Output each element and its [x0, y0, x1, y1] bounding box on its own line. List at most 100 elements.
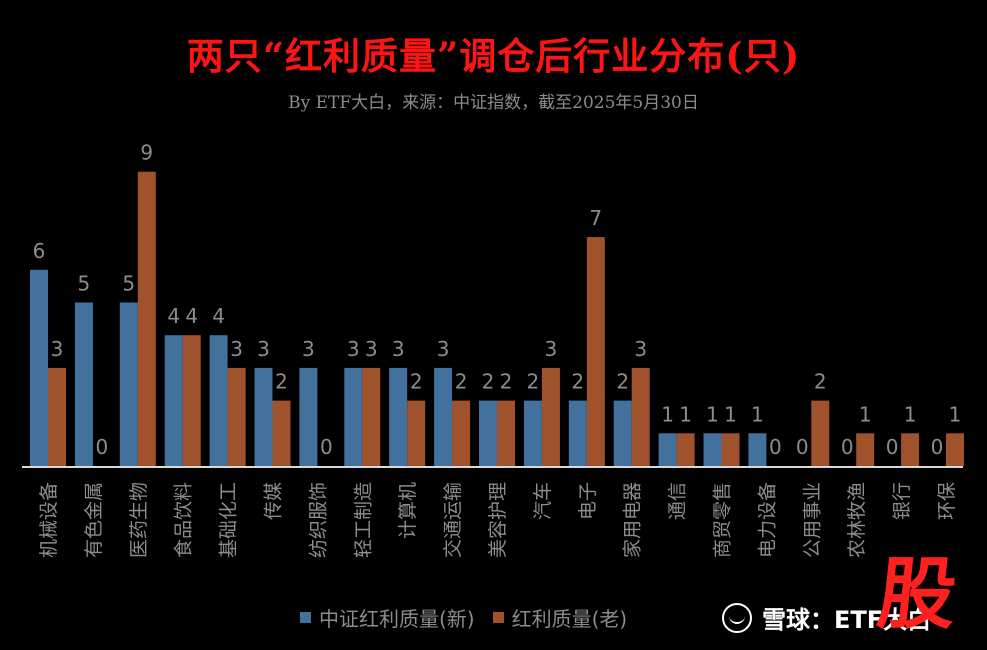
data-label-new-6: 3 [302, 337, 315, 361]
bar-old-12 [586, 237, 605, 466]
bar-old-0 [48, 367, 66, 466]
x-tick-label-1: 有色金属 [83, 482, 105, 558]
x-tick-label-14: 通信 [667, 482, 689, 520]
data-label-new-20: 0 [931, 435, 944, 459]
bar-old-9 [452, 400, 471, 466]
x-tick-label-7: 轻工制造 [352, 482, 374, 558]
x-tick-label-6: 纺织服饰 [307, 482, 329, 558]
data-label-old-11: 3 [545, 337, 558, 361]
x-tick-label-15: 商贸零售 [712, 482, 734, 558]
data-label-old-17: 2 [814, 370, 827, 394]
data-label-old-14: 1 [679, 402, 692, 426]
data-label-old-7: 3 [365, 337, 378, 361]
xueqiu-watermark: 雪球 ： ETF大白 [722, 600, 931, 635]
x-tick-label-17: 公用事业 [801, 482, 823, 558]
data-label-new-1: 5 [78, 272, 91, 296]
x-tick-label-4: 基础化工 [218, 482, 240, 558]
bar-old-4 [227, 367, 246, 466]
bar-old-10 [497, 400, 515, 466]
legend: 中证红利质量(新) 红利质量(老) [300, 603, 645, 632]
data-label-old-12: 7 [589, 206, 602, 230]
bar-new-5 [254, 367, 273, 466]
data-label-new-14: 1 [661, 402, 674, 426]
x-tick-label-9: 交通运输 [442, 482, 464, 558]
bar-old-15 [721, 433, 740, 466]
bar-new-14 [658, 433, 677, 466]
bar-new-12 [568, 400, 587, 466]
data-label-old-1: 0 [96, 435, 109, 459]
legend-label-old: 红利质量(老) [511, 607, 628, 631]
bar-new-7 [344, 367, 363, 466]
data-label-new-10: 2 [482, 370, 495, 394]
data-label-new-17: 0 [796, 435, 809, 459]
bar-old-8 [407, 400, 426, 466]
x-tick-label-16: 电力设备 [756, 482, 778, 558]
x-tick-label-5: 传媒 [263, 482, 285, 520]
x-tick-label-3: 食品饮料 [173, 482, 195, 558]
chart-title: 两只“红利质量”调仓后行业分布(只) [186, 34, 801, 78]
x-tick-label-12: 电子 [577, 482, 599, 520]
data-label-old-16: 0 [769, 435, 782, 459]
bar-old-19 [901, 433, 920, 466]
bar-new-0 [30, 269, 48, 466]
x-tick-label-20: 环保 [936, 482, 958, 520]
data-label-new-8: 3 [392, 337, 405, 361]
data-label-old-19: 1 [904, 402, 917, 426]
data-label-new-2: 5 [122, 272, 135, 296]
bar-old-7 [362, 367, 381, 466]
x-tick-label-18: 农林牧渔 [846, 482, 868, 558]
data-label-new-18: 0 [841, 435, 854, 459]
bar-old-2 [137, 171, 156, 466]
x-tick-label-19: 银行 [891, 482, 913, 520]
x-tick-label-8: 计算机 [397, 482, 419, 539]
bar-new-2 [119, 302, 138, 466]
data-label-old-15: 1 [724, 402, 737, 426]
data-label-old-20: 1 [949, 402, 962, 426]
legend-swatch-old [492, 612, 504, 623]
data-label-new-9: 3 [437, 337, 450, 361]
data-label-new-4: 4 [212, 304, 225, 328]
x-tick-label-0: 机械设备 [38, 482, 60, 558]
watermark-author: ETF大白 [834, 606, 932, 634]
legend-item-new: 中证红利质量(新) [300, 603, 475, 632]
bar-old-20 [946, 433, 964, 466]
bar-new-15 [703, 433, 722, 466]
bar-new-6 [299, 367, 318, 466]
bar-old-5 [272, 400, 291, 466]
data-label-old-0: 3 [51, 337, 64, 361]
data-label-old-2: 9 [140, 141, 153, 165]
data-label-new-15: 1 [706, 402, 719, 426]
bar-new-3 [164, 335, 183, 466]
data-label-old-5: 2 [275, 370, 288, 394]
bar-new-11 [523, 400, 542, 466]
x-tick-label-2: 医药生物 [128, 482, 150, 558]
bar-old-14 [676, 433, 695, 466]
bar-new-8 [389, 367, 408, 466]
bar-new-4 [209, 335, 228, 466]
data-label-new-11: 2 [527, 370, 540, 394]
data-label-new-13: 2 [616, 370, 629, 394]
data-label-new-7: 3 [347, 337, 360, 361]
legend-label-new: 中证红利质量(新) [319, 607, 475, 631]
data-label-new-0: 6 [33, 239, 46, 263]
data-label-old-10: 2 [500, 370, 513, 394]
legend-swatch-new [300, 612, 311, 623]
data-label-new-5: 3 [257, 337, 270, 361]
data-label-old-6: 0 [320, 435, 333, 459]
data-label-new-19: 0 [886, 435, 899, 459]
watermark-separator: ： [810, 606, 834, 634]
data-label-old-13: 3 [634, 337, 647, 361]
watermark-brand: 雪球 [762, 606, 810, 634]
data-label-old-4: 3 [230, 337, 243, 361]
data-label-old-8: 2 [410, 370, 423, 394]
x-tick-label-10: 美容护理 [487, 482, 509, 558]
x-tick-label-11: 汽车 [532, 482, 554, 520]
bar-old-17 [811, 400, 830, 466]
bar-new-9 [434, 367, 453, 466]
bar-new-16 [748, 433, 767, 466]
data-label-new-3: 4 [167, 304, 180, 328]
bar-old-18 [856, 433, 875, 466]
x-tick-label-13: 家用电器 [622, 482, 644, 558]
data-label-new-12: 2 [571, 370, 584, 394]
